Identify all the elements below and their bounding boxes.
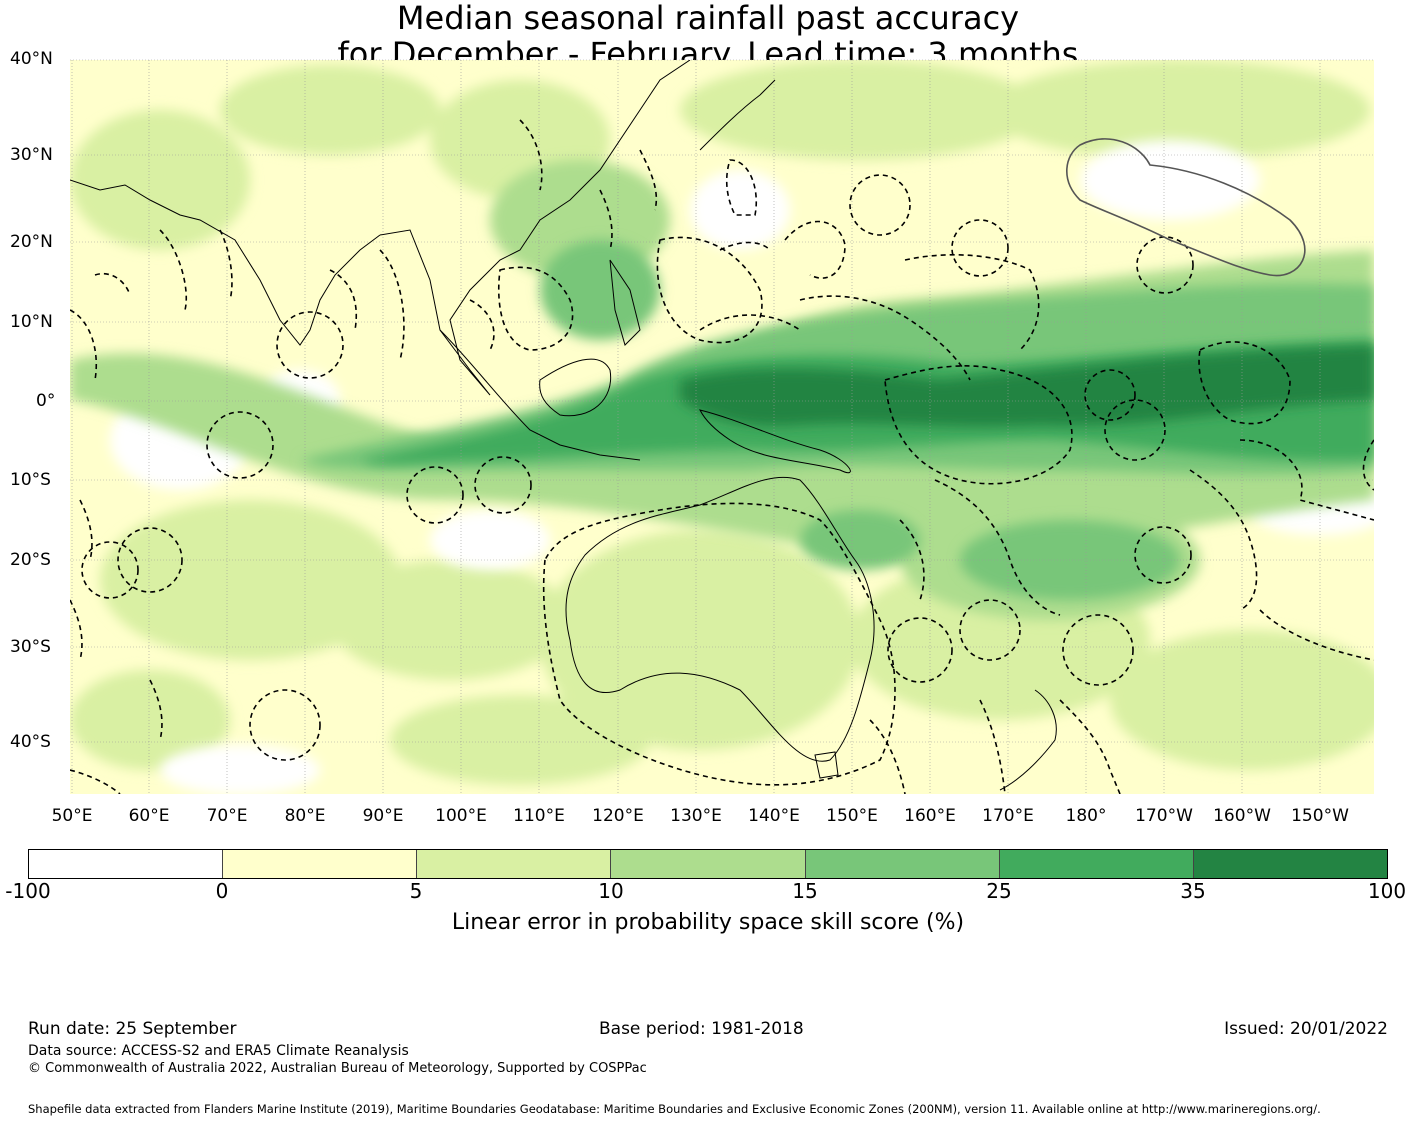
skill-score-map [70, 59, 1374, 794]
colorbar-tick: 25 [986, 879, 1012, 903]
lon-label-60e: 60°E [128, 806, 170, 826]
colorbar-tick: 5 [409, 879, 423, 903]
lon-label-170w: 170°W [1135, 806, 1193, 826]
colorbar-segment-25-35 [999, 850, 1194, 878]
colorbar-tick: -100 [5, 879, 51, 903]
lon-label-170e: 170°E [982, 806, 1034, 826]
lat-label-10s: 10°S [10, 470, 51, 490]
lon-label-120e: 120°E [592, 806, 644, 826]
shapefile-credit: Shapefile data extracted from Flanders M… [28, 1102, 1321, 1116]
lon-label-80e: 80°E [284, 806, 326, 826]
colorbar-tick: 10 [598, 879, 624, 903]
issued-date: Issued: 20/01/2022 [1224, 1019, 1388, 1039]
lon-label-70e: 70°E [206, 806, 248, 826]
skill-35-100-regions [680, 345, 1374, 427]
colorbar-segment-35-100 [1193, 850, 1387, 878]
lon-label-140e: 140°E [748, 806, 800, 826]
colorbar-segment-neg100-0 [29, 850, 224, 878]
lon-label-180: 180° [1065, 806, 1107, 826]
lon-label-100e: 100°E [435, 806, 487, 826]
lat-label-10n: 10°N [10, 312, 53, 332]
lon-label-160w: 160°W [1213, 806, 1271, 826]
lat-label-40s: 40°S [10, 732, 51, 752]
lon-label-160e: 160°E [904, 806, 956, 826]
map-title-line-1: Median seasonal rainfall past accuracy [396, 0, 1020, 37]
lat-label-20s: 20°S [10, 550, 51, 570]
base-period: Base period: 1981-2018 [599, 1019, 804, 1039]
data-source: Data source: ACCESS-S2 and ERA5 Climate … [28, 1043, 409, 1059]
colorbar-label: Linear error in probability space skill … [451, 910, 965, 935]
lon-label-150w: 150°W [1291, 806, 1349, 826]
colorbar-tick: 15 [792, 879, 818, 903]
hawaii-boundary [1066, 138, 1306, 277]
graticule [70, 59, 1374, 794]
colorbar-tick: 35 [1180, 879, 1206, 903]
colorbar-tick: 0 [215, 879, 229, 903]
colorbar-segment-5-10 [417, 850, 612, 878]
lat-label-30n: 30°N [10, 145, 53, 165]
colorbar [28, 849, 1388, 879]
lat-label-20n: 20°N [10, 232, 53, 252]
lat-label-0: 0° [36, 391, 56, 411]
run-date: Run date: 25 September [28, 1019, 237, 1039]
lon-label-110e: 110°E [513, 806, 565, 826]
lat-label-30s: 30°S [10, 637, 51, 657]
colorbar-segment-10-15 [611, 850, 806, 878]
colorbar-tick: 100 [1367, 879, 1407, 903]
copyright: © Commonwealth of Australia 2022, Austra… [28, 1061, 647, 1076]
lon-label-90e: 90°E [362, 806, 404, 826]
eez-boundaries [70, 119, 1374, 794]
lon-label-130e: 130°E [670, 806, 722, 826]
coastlines [70, 60, 1057, 791]
skill-field [70, 60, 1374, 794]
lat-label-40n: 40°N [10, 49, 53, 69]
colorbar-segment-0-5 [223, 850, 418, 878]
lon-label-50e: 50°E [51, 806, 93, 826]
lon-label-150e: 150°E [826, 806, 878, 826]
colorbar-segment-15-25 [805, 850, 1000, 878]
